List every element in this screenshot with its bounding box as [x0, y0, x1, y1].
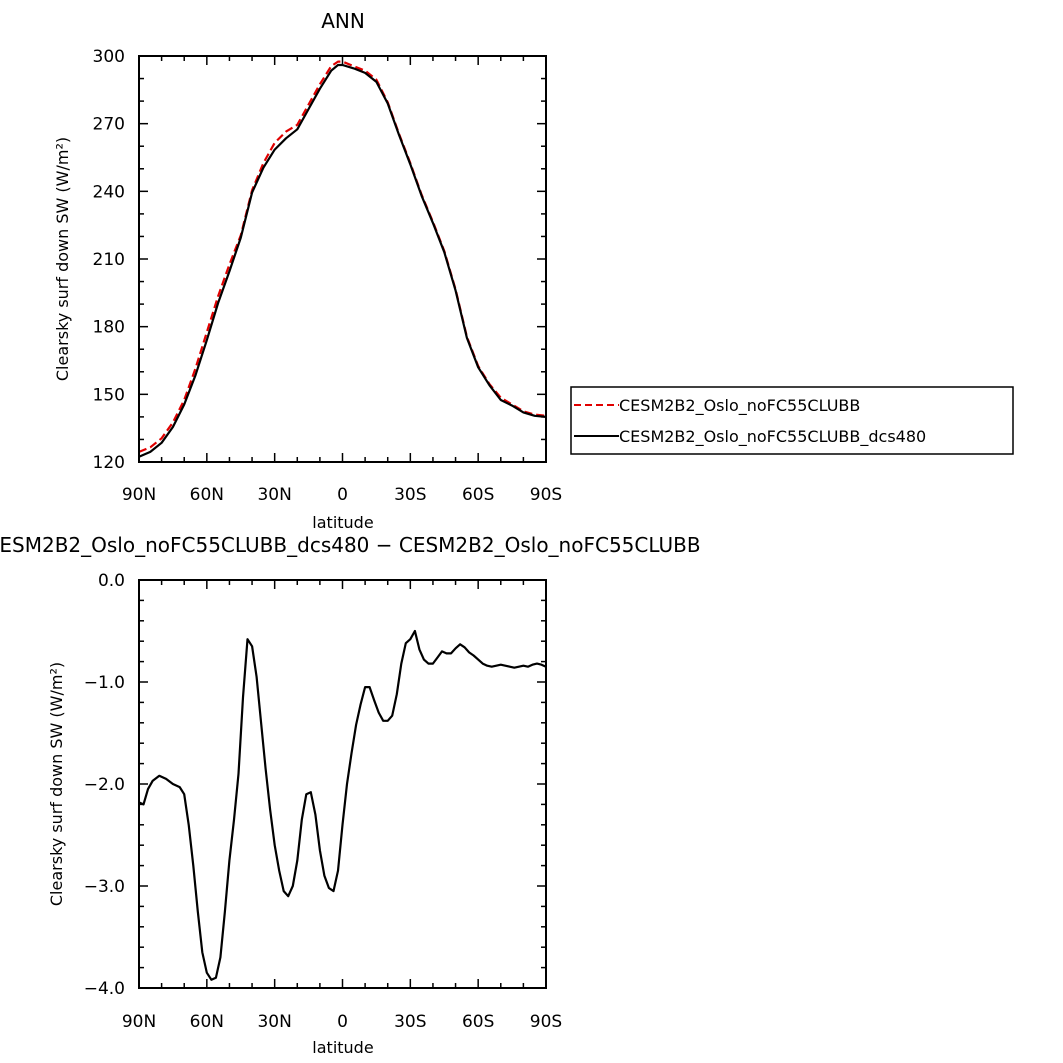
y-tick-label: 270 — [93, 115, 125, 135]
bottom-y-tick-labels: 0.0 −1.0 −2.0 −3.0 −4.0 — [84, 571, 125, 999]
x-tick-label: 60N — [190, 1012, 224, 1032]
x-tick-label: 0 — [337, 1012, 348, 1032]
bottom-x-axis-label: latitude — [312, 1038, 373, 1057]
y-tick-label: −2.0 — [84, 775, 125, 795]
x-tick-label: 60N — [190, 485, 224, 505]
x-tick-label: 30N — [257, 1012, 291, 1032]
series-line-1 — [138, 629, 547, 981]
legend-label-series-2: CESM2B2_Oslo_noFC55CLUBB_dcs480 — [619, 427, 926, 447]
top-panel: ANN 90N 60N 30N 0 30S 60S 90S 120 150 180 210 240 2… — [53, 9, 562, 532]
series-line-2 — [138, 63, 547, 458]
x-tick-label: 0 — [337, 485, 348, 505]
y-tick-label: 180 — [93, 318, 125, 338]
x-tick-label: 90N — [122, 485, 156, 505]
y-tick-label: 300 — [93, 47, 125, 67]
top-y-axis-label: Clearsky surf down SW (W/m²) — [53, 137, 72, 381]
y-tick-label: 210 — [93, 250, 125, 270]
bottom-series-group — [138, 629, 547, 981]
bottom-plot-frame — [138, 579, 547, 989]
x-tick-label: 60S — [462, 1012, 494, 1032]
x-tick-label: 60S — [462, 485, 494, 505]
legend-label-series-1: CESM2B2_Oslo_noFC55CLUBB — [619, 396, 860, 416]
legend-box — [570, 386, 1014, 455]
y-tick-label: 240 — [93, 182, 125, 202]
y-tick-label: 0.0 — [98, 571, 125, 591]
top-series-group — [138, 60, 547, 458]
top-tick-marks — [138, 55, 547, 463]
y-tick-label: 150 — [93, 385, 125, 405]
top-y-tick-labels: 120 150 180 210 240 270 300 — [93, 47, 125, 473]
bottom-panel: CESM2B2_Oslo_noFC55CLUBB_dcs480 − CESM2B… — [0, 533, 701, 1057]
x-tick-label: 30N — [257, 485, 291, 505]
bottom-chart-title: CESM2B2_Oslo_noFC55CLUBB_dcs480 − CESM2B… — [0, 533, 701, 557]
top-x-axis-label: latitude — [312, 513, 373, 532]
y-tick-label: 120 — [93, 453, 125, 473]
series-line-1 — [138, 60, 547, 453]
y-tick-label: −3.0 — [84, 877, 125, 897]
top-chart-title: ANN — [321, 9, 365, 33]
y-tick-label: −4.0 — [84, 979, 125, 999]
x-tick-label: 30S — [394, 485, 426, 505]
x-tick-label: 90S — [530, 485, 562, 505]
bottom-x-tick-labels: 90N 60N 30N 0 30S 60S 90S — [122, 1012, 562, 1032]
y-tick-label: −1.0 — [84, 673, 125, 693]
x-tick-label: 90N — [122, 1012, 156, 1032]
top-plot-frame — [138, 55, 547, 463]
bottom-y-axis-label: Clearsky surf down SW (W/m²) — [47, 662, 66, 906]
legend: CESM2B2_Oslo_noFC55CLUBB CESM2B2_Oslo_no… — [570, 386, 1014, 455]
top-x-tick-labels: 90N 60N 30N 0 30S 60S 90S — [122, 485, 562, 505]
x-tick-label: 90S — [530, 1012, 562, 1032]
x-tick-label: 30S — [394, 1012, 426, 1032]
